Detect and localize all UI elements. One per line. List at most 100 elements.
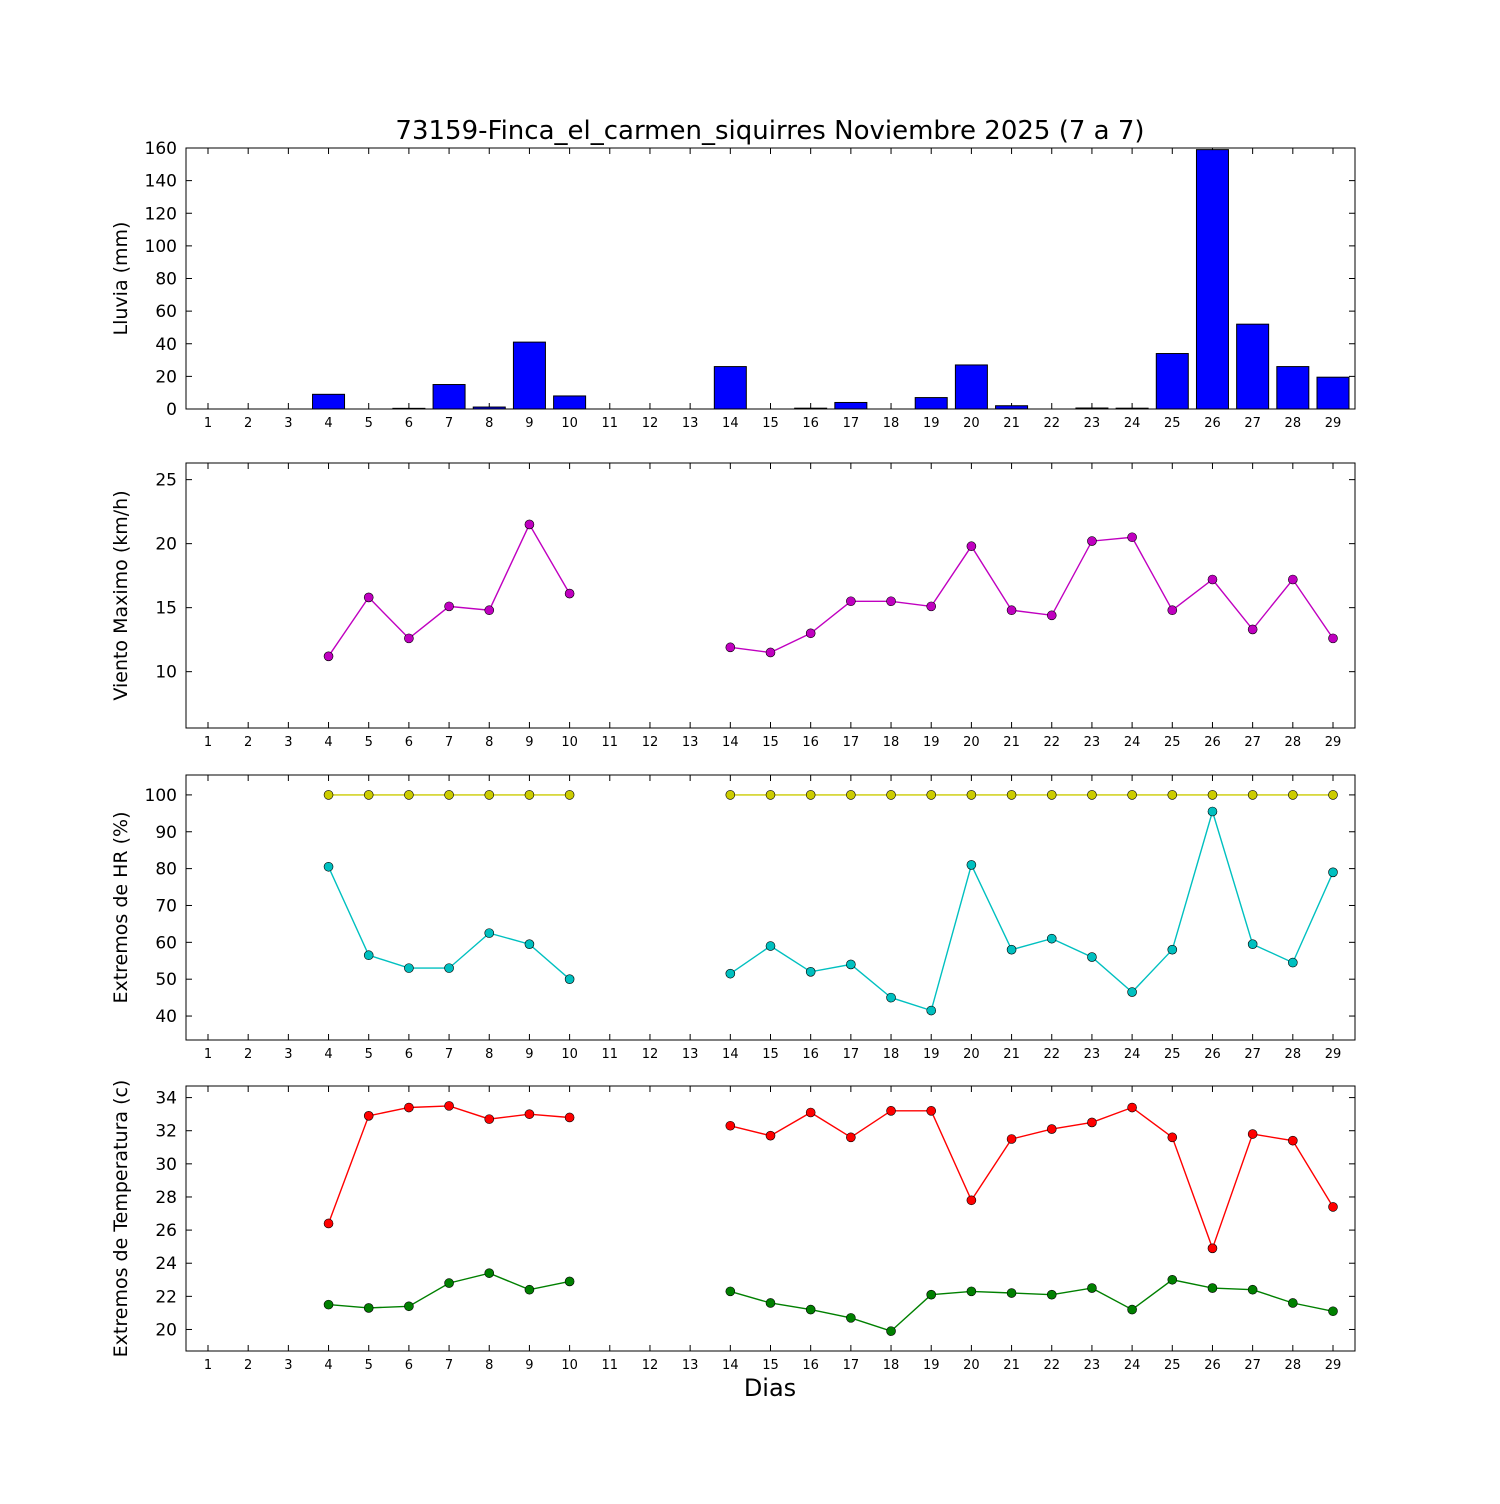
temp-maxima-marker [1207,1243,1218,1254]
y-tick-label: 140 [145,172,177,192]
x-tick-label: 15 [762,1358,779,1373]
hr-maxima-marker [484,790,495,800]
viento-maximo-marker [1046,610,1057,621]
y-tick-label: 120 [145,204,177,224]
x-tick-label: 10 [561,735,578,750]
temp-maxima-marker [926,1106,937,1116]
hr-maxima-marker [404,790,414,800]
x-tick-label: 3 [284,1047,292,1062]
x-tick-label: 4 [324,1358,332,1373]
viento-maximo-marker [846,596,856,607]
y-tick-label: 24 [155,1254,177,1274]
x-tick-label: 6 [405,416,413,431]
x-tick-label: 7 [445,735,453,750]
x-tick-label: 1 [204,416,212,431]
y-tick-label: 34 [155,1089,177,1109]
axes-frame [185,462,1356,729]
y-axis-label: Extremos de HR (%) [110,811,132,1003]
viento-maximo-marker [1328,633,1338,644]
x-tick-label: 14 [722,1047,739,1062]
x-tick-label: 9 [525,416,533,431]
y-tick-label: 20 [155,367,177,387]
y-tick-label: 20 [155,535,177,555]
lluvia-bar [553,395,587,410]
x-tick-label: 27 [1244,735,1261,750]
x-tick-label: 26 [1204,1047,1221,1062]
x-tick-label: 6 [405,735,413,750]
hr-minima-marker [564,974,575,984]
hr-maxima-marker [564,790,575,800]
x-tick-label: 16 [802,1047,819,1062]
x-tick-label: 8 [485,1358,493,1373]
x-tick-label: 26 [1204,735,1221,750]
x-tick-label: 14 [722,735,739,750]
lluvia-bar [472,406,506,410]
x-tick-label: 12 [642,1358,659,1373]
lluvia-bar [834,401,868,410]
viento-maximo-marker [1006,605,1017,616]
temp-maxima-marker [1087,1117,1097,1128]
temp-maxima-marker [323,1218,334,1229]
x-tick-label: 15 [762,1047,779,1062]
x-tick-label: 22 [1043,735,1060,750]
hr-minima-line [729,809,1334,1012]
lluvia-bar [512,341,546,410]
hr-minima-marker [1087,952,1097,962]
temp-minima-marker [765,1298,776,1308]
x-tick-label: 20 [963,735,980,750]
y-tick-label: 100 [145,786,177,806]
x-tick-label: 4 [324,416,332,431]
x-tick-label: 26 [1204,1358,1221,1373]
temp-minima-marker [1247,1284,1258,1295]
temp-maxima-marker [1167,1132,1178,1143]
lluvia-bar [1316,376,1350,410]
x-tick-label: 5 [365,1047,373,1062]
x-tick-label: 11 [602,735,619,750]
hr-maxima-marker [1167,790,1178,800]
viento-maximo-marker [1207,574,1218,585]
temp-minima-marker [1328,1306,1338,1317]
temp-maxima-marker [1006,1134,1017,1144]
y-tick-label: 0 [166,400,177,420]
x-tick-label: 20 [963,1047,980,1062]
viento-maximo-marker [564,588,575,599]
x-tick-label: 29 [1325,735,1342,750]
x-tick-label: 2 [244,735,252,750]
x-tick-label: 11 [602,416,619,431]
y-tick-label: 60 [155,302,177,322]
lluvia-bar [1236,323,1270,410]
x-tick-label: 21 [1003,735,1020,750]
x-tick-label: 18 [883,416,900,431]
x-tick-label: 22 [1043,1047,1060,1062]
axes-frame [185,774,1356,1041]
x-tick-label: 15 [762,735,779,750]
temp-minima-marker [363,1303,374,1313]
hr-maxima-marker [1046,790,1057,800]
temp-minima-marker [1127,1304,1137,1315]
x-tick-label: 21 [1003,1358,1020,1373]
lluvia-bar [713,366,747,410]
x-tick-label: 12 [642,416,659,431]
hr-maxima-marker [846,790,856,800]
x-tick-label: 14 [722,416,739,431]
x-tick-label: 21 [1003,1047,1020,1062]
x-tick-label: 13 [682,735,699,750]
x-tick-label: 12 [642,1047,659,1062]
viento-maximo-marker [765,647,776,658]
x-tick-label: 26 [1204,416,1221,431]
hr-minima-marker [886,992,896,1003]
x-tick-label: 16 [802,416,819,431]
y-tick-label: 32 [155,1122,177,1142]
hr-maxima-marker [725,790,736,800]
lluvia-bar [794,407,828,410]
temp-maxima-marker [564,1112,575,1123]
y-tick-label: 22 [155,1287,177,1307]
temp-maxima-marker [886,1106,896,1116]
hr-maxima-marker [1006,790,1017,800]
hr-minima-line [327,866,571,980]
x-tick-label: 28 [1285,416,1302,431]
x-tick-label: 24 [1124,1358,1141,1373]
hr-minima-marker [765,941,776,951]
